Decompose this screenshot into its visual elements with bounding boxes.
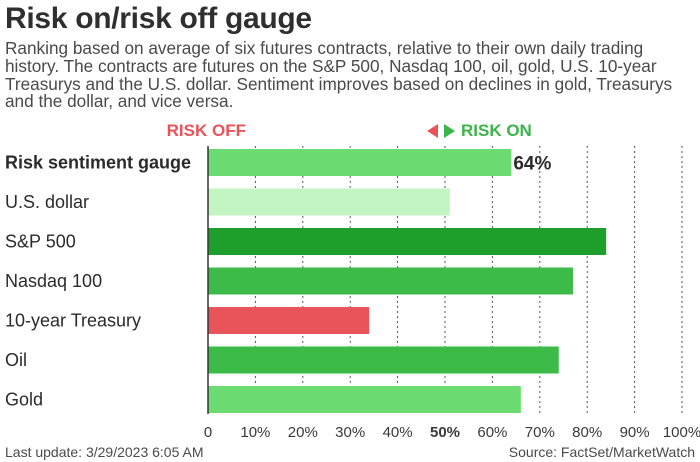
tick-label: 40% (383, 424, 413, 441)
tick-label: 60% (477, 424, 507, 441)
category-label: Gold (5, 390, 43, 410)
legend-risk-on: RISK ON (461, 121, 532, 140)
bar (208, 307, 370, 334)
tick-label: 100% (663, 424, 700, 441)
chart-title: Risk on/risk off gauge (5, 2, 312, 35)
category-label: Nasdaq 100 (5, 271, 102, 291)
bar (208, 228, 607, 255)
tick-label: 20% (288, 424, 318, 441)
data-label: 64% (513, 154, 551, 175)
bar (208, 346, 559, 374)
category-label: Oil (5, 350, 27, 370)
category-label: Risk sentiment gauge (5, 153, 191, 173)
bar (208, 149, 512, 176)
legend-risk-off: RISK OFF (166, 121, 246, 140)
tick-label: 30% (335, 424, 365, 441)
bar (208, 386, 521, 413)
bar (208, 188, 450, 216)
chart-subtitle: Ranking based on average of six futures … (5, 38, 673, 112)
tick-label: 10% (240, 424, 270, 441)
tick-label: 70% (525, 424, 555, 441)
bar (208, 267, 573, 295)
last-update: Last update: 3/29/2023 6:05 AM (5, 444, 204, 460)
category-label: 10-year Treasury (5, 311, 141, 331)
category-label: U.S. dollar (5, 192, 89, 212)
source-note: Source: FactSet/MarketWatch (508, 444, 695, 460)
tick-label: 80% (572, 424, 602, 441)
tick-label: 90% (620, 424, 650, 441)
category-label: S&P 500 (5, 232, 76, 252)
arrow-right-icon (444, 124, 455, 138)
arrow-left-icon (427, 124, 438, 138)
tick-label: 0 (204, 424, 212, 441)
tick-label: 50% (430, 424, 460, 441)
